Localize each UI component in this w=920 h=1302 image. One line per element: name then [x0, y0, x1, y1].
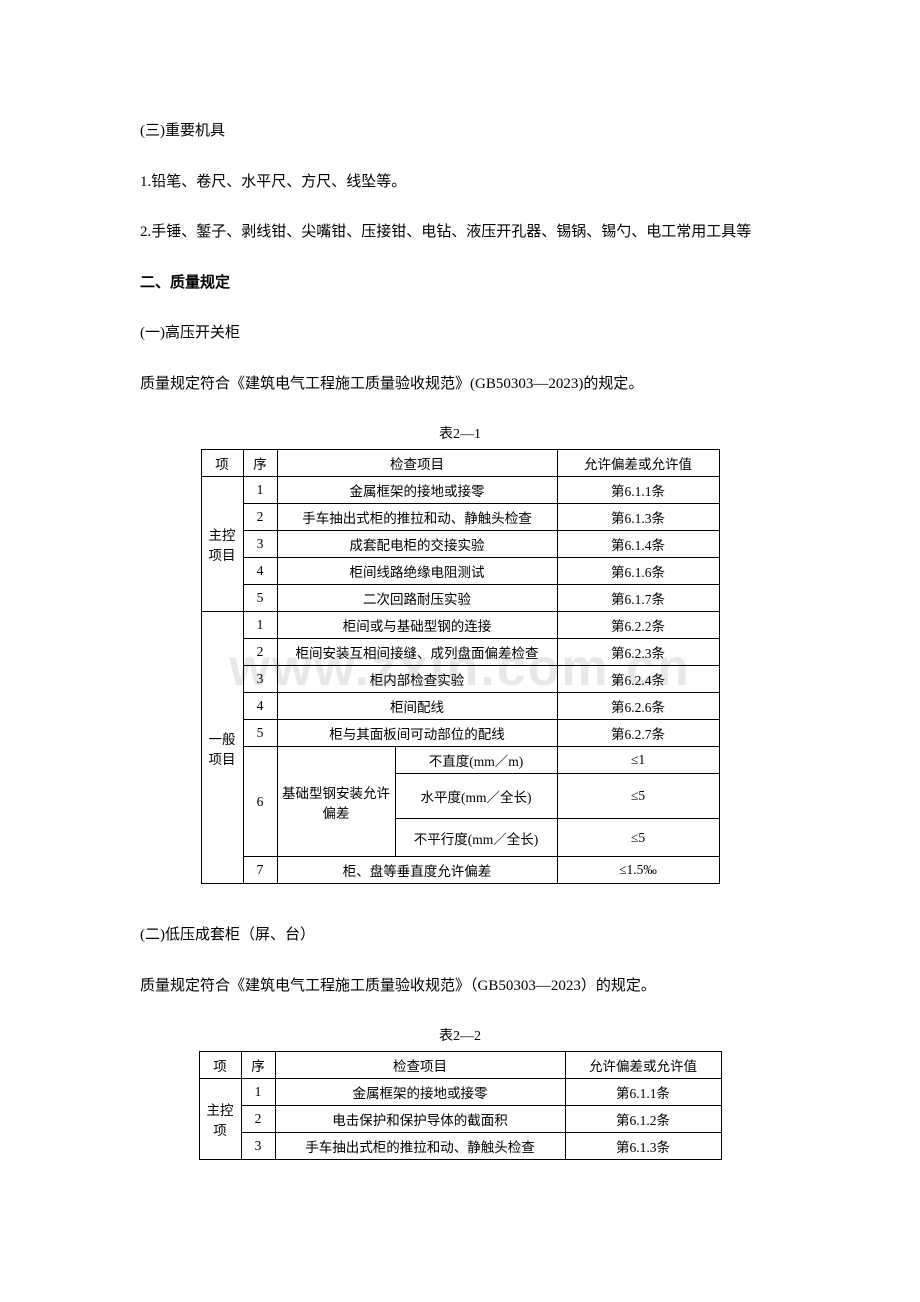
td-seq: 2	[243, 639, 277, 666]
table1-caption: 表2—1	[140, 423, 780, 443]
td-subname: 水平度(mm／全长)	[395, 774, 557, 819]
td-val: 第6.1.1条	[565, 1079, 721, 1106]
td-val: 第6.1.1条	[557, 477, 719, 504]
table-row: 3 成套配电柜的交接实验 第6.1.4条	[201, 531, 719, 558]
td-val: ≤5	[557, 819, 719, 857]
td-group-label: 主控项目	[201, 477, 243, 612]
td-item: 电击保护和保护导体的截面积	[275, 1106, 565, 1133]
td-seq: 4	[243, 558, 277, 585]
td-val: 第6.2.3条	[557, 639, 719, 666]
table-row: 5 柜与其面板间可动部位的配线 第6.2.7条	[201, 720, 719, 747]
para-lv-cabinet: (二)低压成套柜（屏、台）	[140, 924, 780, 947]
td-item: 柜与其面板间可动部位的配线	[277, 720, 557, 747]
td-item: 手车抽出式柜的推拉和动、静触头检查	[275, 1133, 565, 1160]
td-val: 第6.1.7条	[557, 585, 719, 612]
td-seq: 4	[243, 693, 277, 720]
td-sublabel: 基础型钢安装允许偏差	[277, 747, 395, 857]
td-val: 第6.1.3条	[565, 1133, 721, 1160]
para-tools-1: 1.铅笔、卷尺、水平尺、方尺、线坠等。	[140, 171, 780, 194]
td-item: 柜间线路绝缘电阻测试	[277, 558, 557, 585]
td-seq: 2	[241, 1106, 275, 1133]
td-group-label: 一般项目	[201, 612, 243, 884]
td-val: 第6.1.3条	[557, 504, 719, 531]
td-seq: 2	[243, 504, 277, 531]
td-val: 第6.1.6条	[557, 558, 719, 585]
td-group-label: 主控项	[199, 1079, 241, 1160]
td-item: 柜内部检查实验	[277, 666, 557, 693]
td-subname: 不直度(mm／m)	[395, 747, 557, 774]
td-val: 第6.1.2条	[565, 1106, 721, 1133]
table-row: 项 序 检查项目 允许偏差或允许值	[201, 450, 719, 477]
th-proj: 项	[201, 450, 243, 477]
th-item: 检查项目	[275, 1052, 565, 1079]
td-item: 金属框架的接地或接零	[275, 1079, 565, 1106]
th-seq: 序	[243, 450, 277, 477]
table-row: 6 基础型钢安装允许偏差 不直度(mm／m) ≤1	[201, 747, 719, 774]
td-seq: 6	[243, 747, 277, 857]
td-val: ≤5	[557, 774, 719, 819]
td-item: 柜、盘等垂直度允许偏差	[277, 857, 557, 884]
table-row: 2 电击保护和保护导体的截面积 第6.1.2条	[199, 1106, 721, 1133]
td-seq: 3	[243, 531, 277, 558]
table-row: 一般项目 1 柜间或与基础型钢的连接 第6.2.2条	[201, 612, 719, 639]
para-hv-standard: 质量规定符合《建筑电气工程施工质量验收规范》(GB50303—2023)的规定。	[140, 373, 780, 396]
para-lv-standard: 质量规定符合《建筑电气工程施工质量验收规范》（GB50303—2023）的规定。	[140, 975, 780, 998]
heading-quality: 二、质量规定	[140, 272, 780, 295]
td-seq: 5	[243, 585, 277, 612]
td-seq: 7	[243, 857, 277, 884]
td-seq: 1	[241, 1079, 275, 1106]
table2-caption: 表2—2	[140, 1025, 780, 1045]
table-row: 项 序 检查项目 允许偏差或允许值	[199, 1052, 721, 1079]
th-seq: 序	[241, 1052, 275, 1079]
th-proj: 项	[199, 1052, 241, 1079]
td-seq: 1	[243, 477, 277, 504]
table-row: 5 二次回路耐压实验 第6.1.7条	[201, 585, 719, 612]
td-item: 柜间或与基础型钢的连接	[277, 612, 557, 639]
td-seq: 3	[241, 1133, 275, 1160]
td-item: 柜间安装互相间接缝、成列盘面偏差检查	[277, 639, 557, 666]
table-2-1: 项 序 检查项目 允许偏差或允许值 主控项目 1 金属框架的接地或接零 第6.1…	[201, 449, 720, 884]
td-seq: 5	[243, 720, 277, 747]
th-item: 检查项目	[277, 450, 557, 477]
table-2-2: 项 序 检查项目 允许偏差或允许值 主控项 1 金属框架的接地或接零 第6.1.…	[199, 1051, 722, 1160]
th-val: 允许偏差或允许值	[565, 1052, 721, 1079]
th-val: 允许偏差或允许值	[557, 450, 719, 477]
td-subname: 不平行度(mm／全长)	[395, 819, 557, 857]
td-val: ≤1	[557, 747, 719, 774]
td-seq: 3	[243, 666, 277, 693]
td-item: 金属框架的接地或接零	[277, 477, 557, 504]
table-row: 4 柜间线路绝缘电阻测试 第6.1.6条	[201, 558, 719, 585]
td-val: 第6.2.6条	[557, 693, 719, 720]
td-val: 第6.1.4条	[557, 531, 719, 558]
table-row: 3 柜内部检查实验 第6.2.4条	[201, 666, 719, 693]
document-content: (三)重要机具 1.铅笔、卷尺、水平尺、方尺、线坠等。 2.手锤、錾子、剥线钳、…	[140, 120, 780, 1160]
td-val: 第6.2.2条	[557, 612, 719, 639]
para-hv-cabinet: (一)高压开关柜	[140, 322, 780, 345]
para-tools-2: 2.手锤、錾子、剥线钳、尖嘴钳、压接钳、电钻、液压开孔器、锡锅、锡勺、电工常用工…	[140, 221, 780, 244]
table-row: 4 柜间配线 第6.2.6条	[201, 693, 719, 720]
table-row: 2 手车抽出式柜的推拉和动、静触头检查 第6.1.3条	[201, 504, 719, 531]
table-row: 7 柜、盘等垂直度允许偏差 ≤1.5‰	[201, 857, 719, 884]
td-seq: 1	[243, 612, 277, 639]
td-val: 第6.2.4条	[557, 666, 719, 693]
td-item: 柜间配线	[277, 693, 557, 720]
table-row: 3 手车抽出式柜的推拉和动、静触头检查 第6.1.3条	[199, 1133, 721, 1160]
td-val: 第6.2.7条	[557, 720, 719, 747]
td-item: 二次回路耐压实验	[277, 585, 557, 612]
td-item: 手车抽出式柜的推拉和动、静触头检查	[277, 504, 557, 531]
td-item: 成套配电柜的交接实验	[277, 531, 557, 558]
para-section3-heading: (三)重要机具	[140, 120, 780, 143]
td-val: ≤1.5‰	[557, 857, 719, 884]
table-row: 主控项目 1 金属框架的接地或接零 第6.1.1条	[201, 477, 719, 504]
table-row: 2 柜间安装互相间接缝、成列盘面偏差检查 第6.2.3条	[201, 639, 719, 666]
table-row: 主控项 1 金属框架的接地或接零 第6.1.1条	[199, 1079, 721, 1106]
